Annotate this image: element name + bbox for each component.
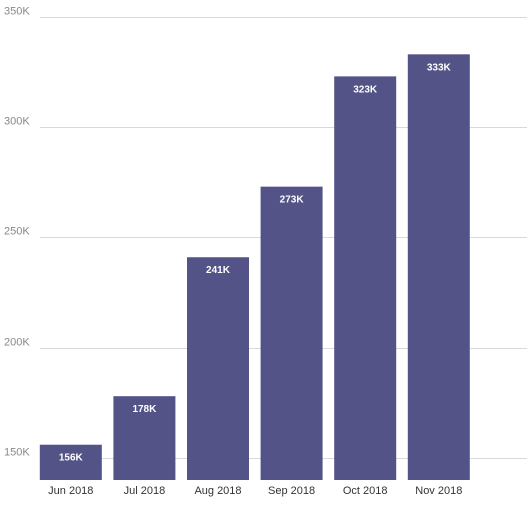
bar	[260, 186, 323, 480]
y-tick-label: 350K	[4, 6, 30, 18]
bar-data-label: 241K	[206, 265, 231, 276]
y-tick-label: 200K	[4, 337, 30, 349]
y-tick-label: 150K	[4, 447, 30, 459]
bar	[39, 444, 102, 480]
bar-data-label: 156K	[59, 453, 84, 464]
x-category-label: Oct 2018	[343, 485, 388, 497]
x-category-label: Aug 2018	[194, 485, 241, 497]
data-labels: 156K 178K 241K 273K 323K 333K	[59, 62, 452, 463]
x-category-label: Jun 2018	[48, 485, 93, 497]
y-tick-label: 250K	[4, 226, 30, 238]
x-category-label: Nov 2018	[415, 485, 462, 497]
bar-data-label: 323K	[353, 84, 378, 95]
bar	[113, 396, 176, 480]
bar-data-label: 333K	[427, 62, 452, 73]
y-tick-label: 300K	[4, 116, 30, 128]
bar-data-label: 273K	[280, 195, 305, 206]
x-category-label: Jul 2018	[124, 485, 166, 497]
bar-data-label: 178K	[132, 404, 157, 415]
y-axis-ticks: 150K 200K 250K 300K 350K	[4, 6, 30, 459]
bar	[407, 54, 470, 481]
bar	[187, 257, 249, 480]
x-category-label: Sep 2018	[268, 485, 315, 497]
x-axis-categories: Jun 2018 Jul 2018 Aug 2018 Sep 2018 Oct 2018…	[48, 485, 462, 497]
bar	[334, 76, 397, 480]
bars	[39, 54, 470, 481]
